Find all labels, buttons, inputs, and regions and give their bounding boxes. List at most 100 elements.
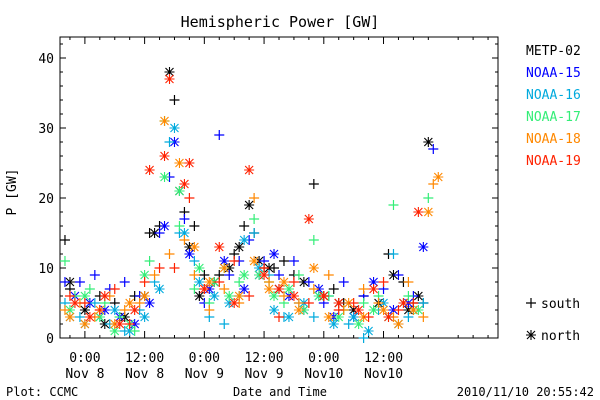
data-point-south xyxy=(328,284,339,294)
data-point-north xyxy=(383,312,394,322)
data-point-north xyxy=(184,249,195,259)
data-point-north xyxy=(124,298,135,308)
data-point-south xyxy=(428,144,439,154)
data-point-north xyxy=(239,235,250,245)
data-point-north xyxy=(194,277,205,287)
legend-entry: NOAA-16 xyxy=(526,88,581,103)
data-point-north xyxy=(259,270,270,280)
data-point-north xyxy=(393,319,404,329)
data-point-south xyxy=(94,305,105,315)
data-point-north xyxy=(179,228,190,238)
data-point-north xyxy=(159,151,170,161)
data-point-south xyxy=(189,270,200,280)
data-point-north xyxy=(398,298,409,308)
data-point-north xyxy=(413,207,424,217)
data-point-south xyxy=(204,305,215,315)
data-point-south xyxy=(64,291,75,301)
data-point-north xyxy=(214,242,225,252)
data-point-north xyxy=(64,312,75,322)
data-point-north xyxy=(164,74,175,84)
data-point-north xyxy=(433,172,444,182)
data-point-south xyxy=(199,270,210,280)
x-tick-date-label: Nov10 xyxy=(364,367,403,382)
data-point-north xyxy=(114,319,125,329)
data-point-north xyxy=(69,298,80,308)
data-point-north xyxy=(318,291,329,301)
data-point-north xyxy=(234,291,245,301)
y-axis: 0 10 20 30 40 xyxy=(38,43,498,347)
data-point-north xyxy=(323,312,334,322)
data-point-south xyxy=(403,312,414,322)
data-point-south xyxy=(278,291,289,301)
data-point-north xyxy=(169,123,180,133)
y-tick-label: 10 xyxy=(38,262,54,277)
series-noaa-19 xyxy=(64,74,424,329)
data-point-south xyxy=(214,130,225,140)
data-point-north xyxy=(408,305,419,315)
data-point-north xyxy=(174,158,185,168)
data-point-south xyxy=(129,326,140,336)
data-point-north xyxy=(423,137,434,147)
data-point-north xyxy=(363,326,374,336)
data-point-south xyxy=(59,277,70,287)
data-point-south xyxy=(229,256,240,266)
data-point-south xyxy=(79,298,90,308)
data-point-north xyxy=(368,284,379,294)
data-point-south xyxy=(84,284,95,294)
data-point-north xyxy=(278,277,289,287)
x-tick-date-label: Nov 8 xyxy=(65,367,104,382)
data-point-north xyxy=(229,298,240,308)
data-point-north xyxy=(368,305,379,315)
data-point-north xyxy=(239,270,250,280)
data-point-north xyxy=(219,256,230,266)
data-point-south xyxy=(59,305,70,315)
data-point-north xyxy=(209,291,220,301)
data-point-south xyxy=(378,277,389,287)
data-point-south xyxy=(119,305,130,315)
series-noaa-18 xyxy=(59,116,444,329)
data-points xyxy=(59,67,444,343)
data-point-south xyxy=(249,193,260,203)
legend-entry: NOAA-15 xyxy=(526,66,581,81)
data-point-north xyxy=(109,305,120,315)
data-point-north xyxy=(159,221,170,231)
data-point-south xyxy=(308,312,319,322)
data-point-north xyxy=(164,67,175,77)
data-point-south xyxy=(278,256,289,266)
data-point-north xyxy=(264,284,275,294)
data-point-south xyxy=(119,277,130,287)
x-tick-time-label: 0:00 xyxy=(308,351,339,366)
data-point-south xyxy=(403,277,414,287)
data-point-north xyxy=(219,263,230,273)
data-point-south xyxy=(224,270,235,280)
legend-entry: NOAA-17 xyxy=(526,110,581,125)
legend-entry: NOAA-19 xyxy=(526,154,581,169)
data-point-north xyxy=(378,305,389,315)
marker-legend: south north xyxy=(526,297,580,344)
data-point-south xyxy=(109,284,120,294)
data-point-south xyxy=(288,256,299,266)
x-tick-date-label: Nov 8 xyxy=(125,367,164,382)
data-point-south xyxy=(134,298,145,308)
data-point-south xyxy=(219,284,230,294)
data-point-north xyxy=(333,298,344,308)
y-tick-label: 0 xyxy=(46,332,54,347)
data-point-north xyxy=(174,186,185,196)
data-point-south xyxy=(74,277,85,287)
data-point-south xyxy=(139,277,150,287)
data-point-north xyxy=(179,179,190,189)
data-point-south xyxy=(303,298,314,308)
data-point-south xyxy=(189,256,200,266)
data-point-south xyxy=(408,298,419,308)
legend: METP-02 NOAA-15 NOAA-16 NOAA-17 NOAA-18 NOAA-… xyxy=(526,44,581,169)
data-point-north xyxy=(234,242,245,252)
data-point-south xyxy=(144,256,155,266)
x-tick-date-label: Nov10 xyxy=(304,367,343,382)
data-point-south xyxy=(249,214,260,224)
data-point-south xyxy=(373,298,384,308)
x-tick-time-label: 12:00 xyxy=(364,351,403,366)
timestamp: 2010/11/10 20:55:42 xyxy=(457,385,594,399)
data-point-south xyxy=(189,284,200,294)
